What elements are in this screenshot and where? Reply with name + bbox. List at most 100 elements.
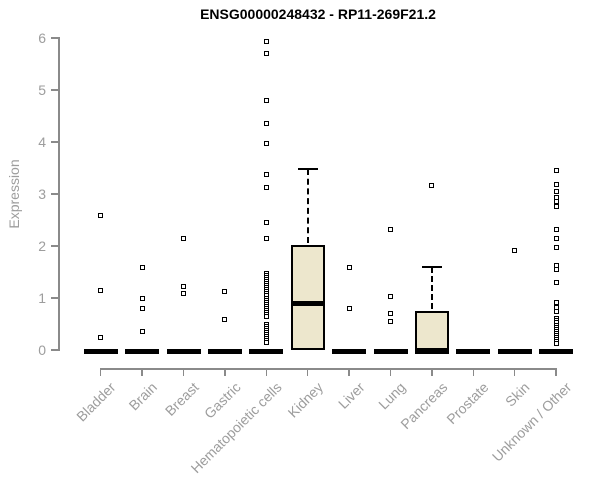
outlier-point: [263, 121, 269, 127]
outlier-point: [429, 182, 435, 188]
outlier-point: [512, 247, 518, 253]
outlier-point: [388, 227, 393, 233]
outlier-point: [98, 335, 104, 341]
outlier-point: [388, 319, 393, 325]
x-tick-label-text: Bladder: [73, 379, 120, 425]
outlier-point: [181, 283, 186, 289]
whisker: [430, 266, 433, 309]
median-line: [414, 349, 449, 354]
x-tick: [472, 368, 475, 376]
outlier-point: [553, 167, 559, 173]
x-tick: [99, 368, 102, 376]
x-tick: [555, 368, 557, 376]
x-tick-label-text: Kidney: [284, 379, 327, 421]
outlier-point: [388, 310, 393, 316]
y-axis-line: [58, 37, 60, 351]
outlier-point: [181, 291, 186, 297]
outlier-point: [263, 340, 269, 346]
x-tick: [431, 368, 433, 376]
x-axis-line: [99, 368, 558, 370]
x-tick-label-text: Prostate: [443, 379, 492, 428]
whisker: [306, 168, 309, 243]
outlier-point: [553, 341, 559, 347]
outlier-point: [222, 317, 228, 323]
y-tick-label: 2: [38, 238, 46, 254]
median-line: [166, 349, 201, 354]
outlier-point: [263, 219, 269, 225]
x-tick-label-text: Breast: [161, 379, 202, 419]
y-tick-label: 5: [38, 82, 46, 98]
x-tick-label-text: Brain: [125, 379, 161, 414]
median-line: [249, 349, 284, 354]
outlier-point: [553, 203, 559, 209]
outlier-point: [181, 236, 186, 242]
outlier-point: [98, 213, 104, 219]
outlier-point: [388, 293, 393, 299]
outlier-point: [553, 226, 559, 232]
outlier-point: [553, 181, 559, 187]
median-line: [83, 349, 118, 354]
outlier-point: [263, 171, 269, 177]
y-tick-label: 3: [38, 186, 46, 202]
outlier-point: [139, 265, 145, 271]
y-tick: [51, 37, 58, 39]
y-tick: [51, 245, 58, 247]
median-line: [125, 349, 160, 354]
outlier-point: [222, 289, 228, 295]
outlier-point: [553, 189, 559, 195]
y-tick: [51, 193, 58, 195]
x-tick: [265, 368, 268, 376]
outlier-point: [263, 235, 269, 241]
x-tick: [306, 368, 309, 376]
y-tick-label: 6: [38, 30, 46, 46]
y-tick: [51, 89, 58, 91]
whisker-cap: [421, 265, 442, 268]
y-tick: [51, 349, 58, 351]
outlier-point: [263, 39, 269, 45]
median-line: [290, 300, 325, 306]
outlier-point: [263, 50, 269, 56]
y-tick-label: 1: [38, 290, 46, 306]
median-line: [497, 349, 532, 354]
x-tick: [182, 368, 185, 376]
median-line: [207, 349, 242, 354]
outlier-point: [553, 199, 559, 205]
x-tick: [348, 368, 350, 376]
outlier-point: [553, 300, 559, 306]
x-tick: [389, 368, 392, 376]
outlier-point: [553, 279, 559, 285]
whisker-cap: [297, 167, 318, 170]
outlier-point: [553, 267, 559, 273]
outlier-point: [139, 295, 145, 301]
y-tick-label: 4: [38, 134, 46, 150]
x-tick: [224, 368, 226, 376]
x-tick-label-text: Lung: [375, 379, 409, 413]
outlier-point: [263, 98, 269, 104]
y-tick: [51, 297, 58, 299]
median-line: [539, 349, 574, 354]
boxplot-box: [290, 244, 325, 350]
outlier-point: [553, 244, 559, 250]
x-tick-label-text: Unknown / Other: [488, 379, 575, 465]
outlier-point: [263, 141, 269, 147]
x-tick: [513, 368, 516, 376]
x-tick-label-text: Liver: [334, 379, 368, 412]
y-tick: [51, 141, 58, 143]
outlier-point: [346, 305, 352, 311]
median-line: [373, 349, 408, 354]
outlier-point: [553, 235, 559, 241]
x-tick: [141, 368, 143, 376]
chart-title: ENSG00000248432 - RP11-269F21.2: [200, 6, 436, 22]
outlier-point: [263, 184, 269, 190]
median-line: [456, 349, 491, 354]
y-tick-label: 0: [38, 342, 46, 358]
x-tick-label-text: Skin: [502, 379, 534, 410]
outlier-point: [98, 288, 104, 294]
outlier-point: [263, 313, 269, 319]
outlier-point: [139, 329, 145, 335]
boxplot-box: [414, 311, 449, 350]
outlier-point: [553, 309, 559, 315]
outlier-point: [553, 194, 559, 200]
median-line: [332, 349, 367, 354]
